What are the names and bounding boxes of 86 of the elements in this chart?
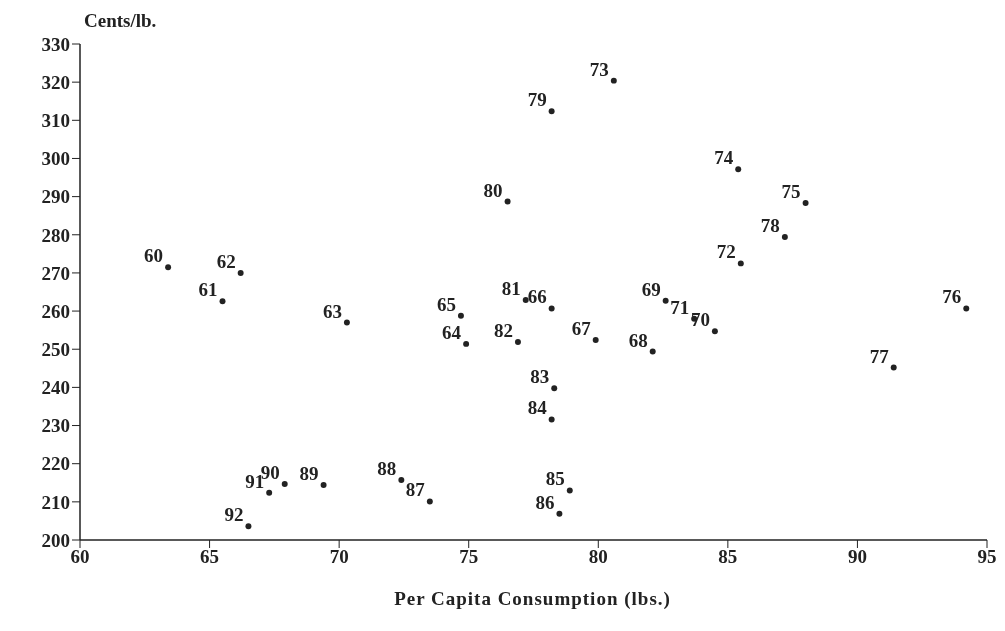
annotation: 84 <box>527 397 548 419</box>
x-tick-label: 60 <box>70 546 90 568</box>
annotation: 74 <box>714 147 734 169</box>
annotation: 62 <box>216 250 236 272</box>
annotation: 77 <box>869 345 890 367</box>
annotation: 72 <box>716 241 736 263</box>
y-axis-title: Cents/lb. <box>84 10 157 32</box>
annotation: 69 <box>641 278 661 300</box>
annotation: 75 <box>781 181 801 203</box>
annotation: 76 <box>942 286 962 308</box>
point <box>281 480 288 487</box>
y-tick-label: 200 <box>41 529 70 551</box>
annotation: 61 <box>198 279 218 301</box>
annotation: 67 <box>571 318 592 340</box>
annotation: 66 <box>527 286 547 308</box>
y-tick-label: 240 <box>41 377 70 399</box>
x-tick-label: 95 <box>977 546 997 568</box>
point <box>457 312 464 319</box>
annotation: 64 <box>442 321 462 343</box>
annotation: 89 <box>299 463 319 485</box>
point <box>662 297 669 304</box>
y-tick-label: 230 <box>41 415 70 437</box>
point <box>548 305 555 312</box>
annotation: 86 <box>535 491 555 513</box>
point <box>548 416 555 423</box>
y-tick-label: 270 <box>41 262 70 284</box>
point <box>711 328 718 335</box>
point <box>963 305 970 312</box>
annotation: 73 <box>589 58 609 80</box>
annotation: 63 <box>322 300 342 322</box>
point <box>737 260 744 267</box>
point <box>610 77 617 84</box>
y-tick-label: 310 <box>41 110 70 132</box>
y-tick-label: 220 <box>41 453 70 475</box>
x-tick-label: 85 <box>718 546 738 568</box>
y-tick-label: 280 <box>41 224 70 246</box>
annotation: 87 <box>405 479 426 501</box>
annotation: 80 <box>483 179 503 201</box>
point <box>245 523 252 530</box>
point <box>548 108 555 115</box>
annotation: 88 <box>377 458 397 480</box>
x-axis-title: Per Capita Consumption (lbs.) <box>393 588 672 610</box>
y-tick-label: 210 <box>41 491 70 513</box>
y-tick-label: 300 <box>41 148 70 170</box>
point <box>556 510 563 517</box>
annotation: 79 <box>527 89 547 111</box>
point <box>592 337 599 344</box>
point <box>237 269 244 276</box>
point <box>320 482 327 489</box>
annotation: 60 <box>144 245 164 267</box>
x-tick-label: 65 <box>200 546 220 568</box>
x-tick-label: 80 <box>588 546 608 568</box>
y-tick-label: 320 <box>41 71 70 93</box>
annotation: 82 <box>493 319 513 341</box>
x-tick-label: 75 <box>459 546 479 568</box>
annotation: 68 <box>628 329 648 351</box>
annotation: 85 <box>545 468 565 490</box>
x-tick-label: 70 <box>329 546 349 568</box>
point <box>504 198 511 205</box>
annotation: 65 <box>436 293 456 315</box>
point <box>781 234 788 241</box>
point <box>343 319 350 326</box>
y-tick-label: 250 <box>41 338 70 360</box>
annotation: 81 <box>501 278 521 300</box>
point <box>890 364 897 371</box>
point <box>165 264 172 271</box>
point <box>551 385 558 392</box>
point <box>735 166 742 173</box>
annotation: 70 <box>690 309 710 331</box>
y-tick-label: 290 <box>41 186 70 208</box>
point <box>463 340 470 347</box>
point <box>426 498 433 505</box>
point <box>802 200 809 207</box>
point <box>219 298 226 305</box>
annotation: 71 <box>670 296 690 318</box>
annotation: 83 <box>530 366 550 388</box>
point <box>398 477 405 484</box>
y-tick-label: 260 <box>41 300 70 322</box>
annotation: 92 <box>224 504 244 526</box>
point <box>266 489 273 496</box>
point <box>514 339 521 345</box>
annotation: 78 <box>760 215 780 237</box>
point <box>649 348 656 355</box>
point <box>566 487 573 494</box>
y-tick-label: 330 <box>41 33 70 55</box>
x-tick-label: 90 <box>847 546 867 568</box>
